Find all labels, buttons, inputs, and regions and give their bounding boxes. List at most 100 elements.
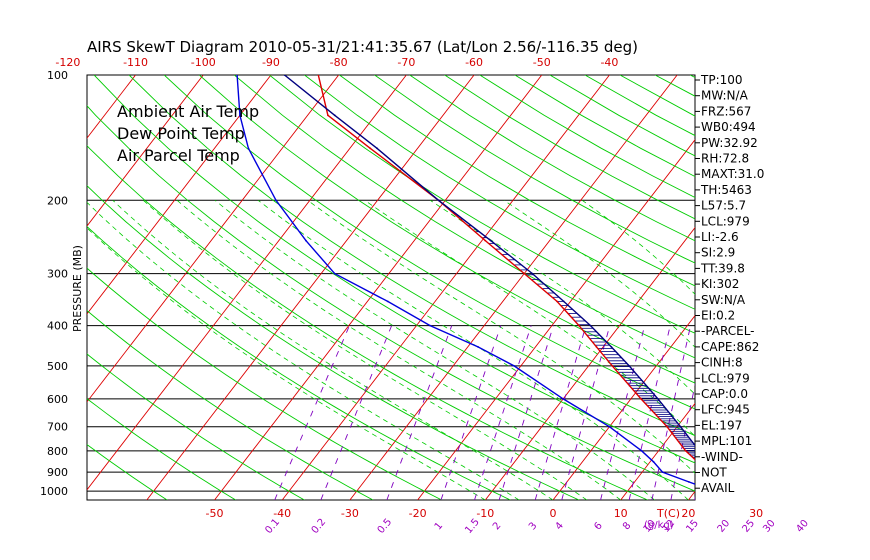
dry-adiabat — [87, 105, 695, 492]
mixing-ratio-line — [628, 325, 671, 500]
dewpoint-curve-point — [608, 425, 611, 428]
dry-adiabat — [199, 75, 695, 384]
moist-adiabat — [87, 227, 486, 500]
legend: Ambient Air Temp Dew Point Temp Air Parc… — [117, 102, 259, 165]
dry-adiabat — [409, 75, 695, 242]
dry-adiabat — [444, 75, 695, 220]
index-6: MAXT:31.0 — [701, 167, 764, 181]
ambient-curve-point — [684, 449, 687, 452]
parcel-curve-point — [628, 365, 631, 367]
y-axis-label: PRESSURE (MB) — [71, 245, 84, 332]
index-8: L57:5.7 — [701, 199, 746, 213]
parcel-curve — [284, 75, 695, 447]
bottom-temp-tick-label: -50 — [206, 507, 224, 520]
dewpoint-curve — [236, 75, 695, 485]
top-temp-tick-label: -90 — [262, 56, 280, 69]
mixing-ratio-tick-label: 15 — [684, 518, 701, 535]
dewpoint-curve-point — [275, 199, 277, 202]
dewpoint-curve-point — [562, 398, 565, 400]
dry-adiabat — [866, 75, 870, 500]
isotherm — [87, 75, 407, 491]
index-4: PW:32.92 — [701, 136, 758, 150]
index-25: NOT — [701, 466, 727, 480]
mixing-ratio-line — [651, 325, 692, 500]
bottom-temp-tick-label: 0 — [550, 507, 557, 520]
moist-adiabat — [87, 201, 520, 500]
parcel-curve-point — [333, 114, 336, 117]
pressure-tick-label: 1000 — [40, 485, 68, 498]
parcel-curve-point — [657, 398, 659, 400]
dewpoint-curve-point — [386, 300, 389, 303]
index-9: LCL:979 — [701, 214, 750, 228]
dry-adiabat — [339, 75, 695, 287]
dry-adiabat — [234, 75, 695, 359]
sounding-curves — [236, 75, 695, 485]
index-26: AVAIL — [701, 481, 735, 495]
index-7: TH:5463 — [700, 183, 752, 197]
mixing-ratio-tick-label: 30 — [761, 518, 778, 535]
chart-title: AIRS SkewT Diagram 2010-05-31/21:41:35.6… — [87, 38, 638, 56]
dry-adiabat — [374, 75, 695, 264]
mixing-ratio-line — [440, 325, 502, 500]
parcel-curve-point — [283, 75, 286, 76]
dry-adiabat — [87, 444, 168, 500]
mixing-ratio-line — [561, 325, 611, 500]
top-temp-tick-label: -120 — [55, 56, 80, 69]
isotherm — [824, 75, 870, 500]
isotherm — [417, 139, 695, 500]
mixing-ratio-line — [805, 326, 827, 500]
ambient-curve-point — [666, 425, 668, 428]
mixing-ratio-line — [386, 325, 453, 500]
mixing-ratio-tick-label: 3 — [527, 520, 540, 532]
ambient-curve-point — [556, 300, 558, 303]
mixing-ratio-tick-label: 1 — [433, 520, 446, 532]
mixing-ratio-tick-label: 25 — [741, 518, 758, 535]
pressure-tick-label: 400 — [47, 320, 68, 333]
isotherm — [349, 75, 678, 500]
ambient-curve-point — [484, 239, 487, 242]
legend-ambient: Ambient Air Temp — [117, 102, 259, 121]
index-3: WB0:494 — [701, 120, 756, 134]
dry-adiabat — [87, 267, 442, 500]
ambient-curve — [317, 75, 695, 461]
bottom-temp-tick-label: -10 — [476, 507, 494, 520]
moist-adiabat — [257, 199, 689, 500]
dry-adiabat — [128, 75, 695, 437]
mixing-ratio-line — [320, 325, 393, 500]
index-5: RH:72.8 — [701, 152, 749, 166]
dry-adiabat — [87, 145, 648, 500]
ambient-curve-point — [595, 346, 598, 348]
mixing-ratio-tick-label: 0.5 — [376, 517, 395, 536]
mixing-ratio-tick-label: 2 — [491, 520, 504, 532]
dewpoint-curve-point — [305, 239, 307, 242]
index-11: SI:2.9 — [701, 246, 735, 260]
bottom-temp-tick-label: 20 — [681, 507, 695, 520]
index-10: LI:-2.6 — [701, 230, 739, 244]
mixing-ratio-tick-label: 4 — [554, 520, 567, 532]
pressure-tick-label: 200 — [47, 194, 68, 207]
top-temp-tick-label: -40 — [600, 56, 618, 69]
ambient-curve-point — [640, 398, 642, 400]
dewpoint-curve-point — [477, 346, 479, 348]
mixing-ratio-line — [670, 383, 695, 500]
isotherm — [214, 75, 543, 500]
index-0: TP:100 — [700, 73, 743, 87]
moist-adiabat — [112, 200, 554, 500]
index-23: MPL:101 — [701, 434, 752, 448]
mixing-ratio-unit: (g/kg) — [644, 520, 674, 531]
dewpoint-curve-point — [333, 272, 336, 275]
isotherm — [146, 75, 475, 500]
dry-adiabat — [87, 398, 236, 500]
pressure-tick-label: 600 — [47, 393, 68, 406]
pressure-tick-label: 800 — [47, 445, 68, 458]
mixing-ratio-tick-label: 8 — [621, 520, 634, 532]
dry-adiabat — [269, 75, 695, 334]
top-temp-tick-label: -70 — [397, 56, 415, 69]
isotherm — [87, 75, 340, 403]
mixing-ratio-line — [274, 325, 350, 500]
parcel-curve-point — [531, 272, 534, 275]
dry-adiabat — [795, 75, 870, 500]
bottom-temp-tick-label: -20 — [409, 507, 427, 520]
dewpoint-curve-point — [640, 449, 643, 452]
